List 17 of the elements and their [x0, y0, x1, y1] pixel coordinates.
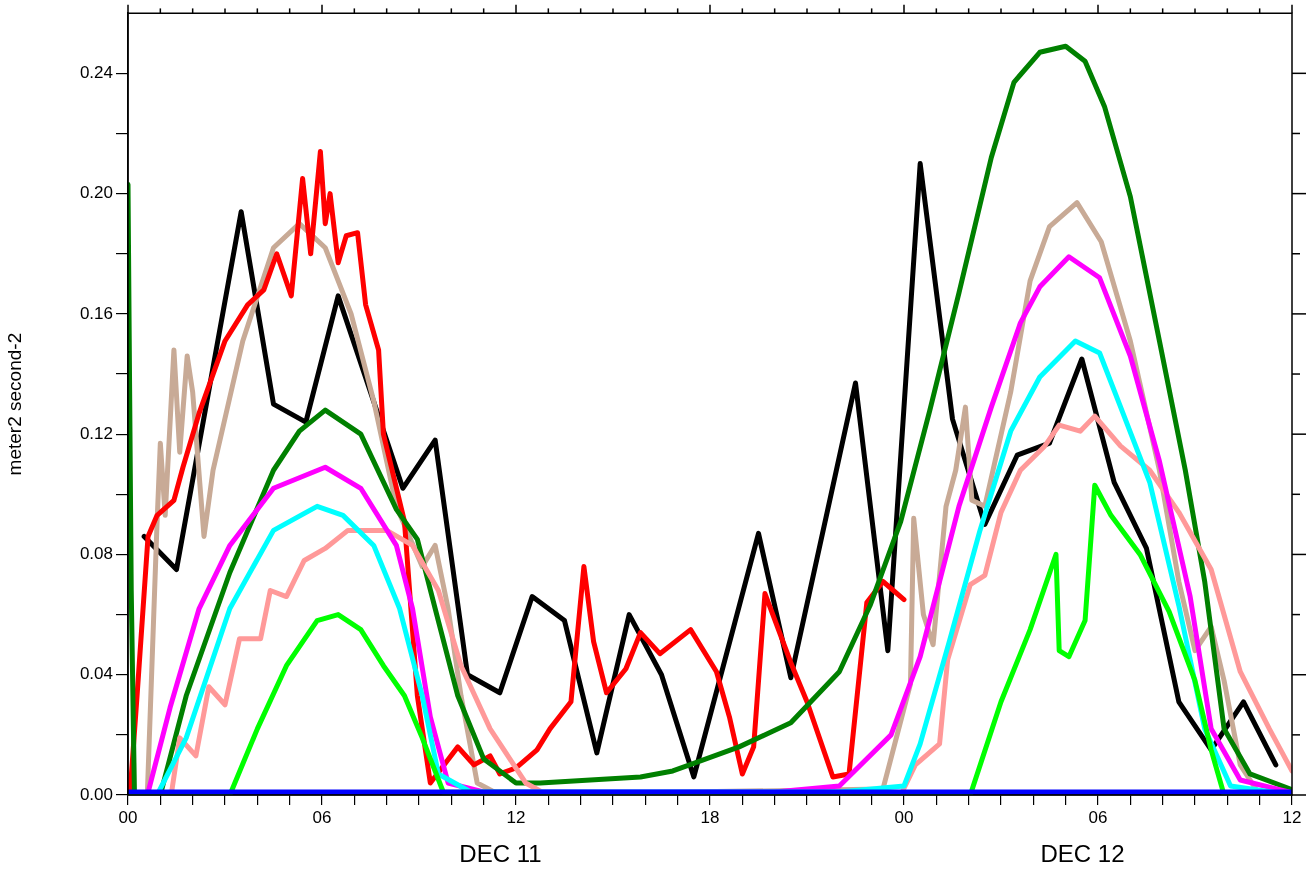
- y-tick-label: 0.16: [79, 303, 113, 323]
- x-tick-label: 12: [1282, 807, 1302, 827]
- x-tick-label: 18: [700, 807, 720, 827]
- text: DEC 11: [459, 839, 542, 867]
- x-tick-label: 00: [118, 807, 138, 827]
- y-tick-label: 0.00: [79, 784, 113, 804]
- y-tick-label: 0.04: [79, 664, 113, 684]
- x-tick-label: 12: [506, 807, 526, 827]
- y-tick-label: 0.12: [79, 423, 113, 443]
- y-tick-label: 0.24: [79, 63, 113, 83]
- x-tick-label: 06: [312, 807, 332, 827]
- text: DEC 12: [1040, 839, 1125, 867]
- y-axis-title: meter2 second-2: [3, 332, 25, 476]
- y-tick-label: 0.08: [79, 544, 113, 564]
- y-tick-label: 0.20: [79, 183, 113, 203]
- x-tick-label: 06: [1088, 807, 1108, 827]
- x-tick-label: 00: [894, 807, 914, 827]
